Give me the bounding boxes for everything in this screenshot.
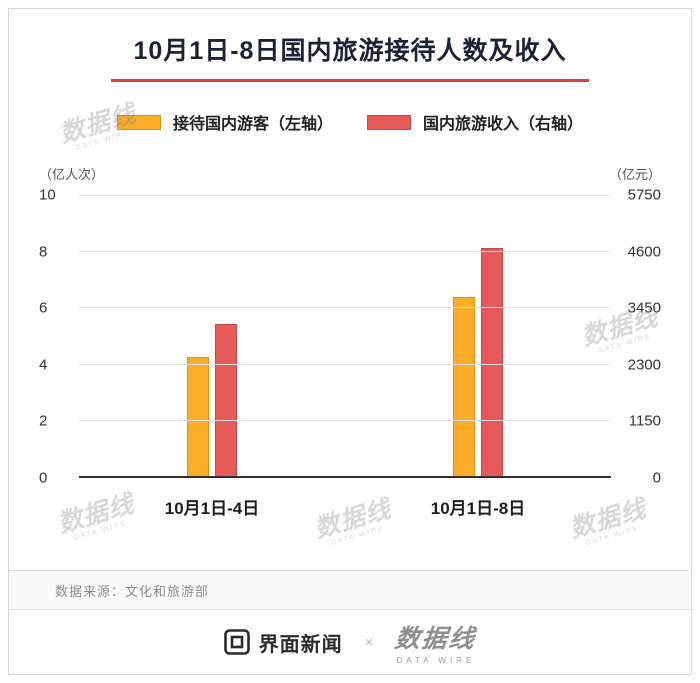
datawire-logo-subtext: DATA WIRE: [396, 656, 476, 665]
left-tick-label: 10: [39, 186, 56, 204]
left-axis-unit: （亿人次）: [39, 167, 105, 182]
gridline: [79, 195, 611, 196]
bar-revenue: [215, 323, 237, 476]
gridline: [79, 363, 611, 365]
legend: 接待国内游客（左轴） 国内旅游收入（右轴）: [9, 110, 691, 134]
right-tick-label: 3450: [627, 299, 661, 317]
plot-wrap: 10 8 6 4 2 0 5750 4600 3450 2300 1150 0: [39, 187, 661, 487]
legend-swatch-yellow: [116, 114, 161, 130]
bar-group: [187, 195, 237, 476]
right-tick-label: 5750: [627, 186, 661, 204]
datawire-logo-text: 数据线: [393, 625, 478, 653]
legend-item-visitors: 接待国内游客（左轴）: [116, 110, 333, 134]
chart: （亿人次） （亿元） 10 8 6 4 2 0 5750 4600 3450 2300 1150 0…: [39, 164, 661, 519]
jiemian-logo-text: 界面新闻: [258, 633, 343, 656]
footer: 界面新闻 × 数据线 DATA WIRE: [9, 610, 691, 674]
bar-visitors: [187, 356, 209, 476]
infographic-card: 10月1日-8日国内旅游接待人数及收入 接待国内游客（左轴） 国内旅游收入（右轴…: [8, 8, 692, 675]
category-label: 10月1日-4日: [164, 499, 260, 518]
source-row: 数据来源：文化和旅游部: [9, 570, 691, 610]
legend-label-revenue: 国内旅游收入（右轴）: [423, 116, 584, 133]
left-tick-label: 2: [39, 412, 48, 430]
right-axis-unit: （亿元）: [608, 167, 661, 182]
plot-area: [79, 195, 611, 478]
page-title: 10月1日-8日国内旅游接待人数及收入: [133, 37, 567, 65]
gridline: [79, 307, 611, 309]
axis-units: （亿人次） （亿元）: [39, 164, 661, 183]
spacer: [9, 519, 691, 570]
title-rule: [111, 79, 589, 82]
right-tick-label: 4600: [627, 243, 661, 261]
category-labels: 10月1日-4日 10月1日-8日: [79, 494, 611, 519]
left-tick-label: 6: [39, 299, 48, 317]
bar-group: [453, 195, 503, 476]
jiemian-logo: 界面新闻: [223, 628, 343, 657]
right-tick-label: 2300: [627, 356, 661, 374]
legend-swatch-red: [367, 114, 411, 130]
category-label: 10月1日-8日: [430, 499, 526, 518]
source-text: 数据来源：文化和旅游部: [55, 583, 210, 599]
jiemian-logo-icon: [223, 629, 250, 655]
left-axis-labels: 10 8 6 4 2 0: [39, 187, 73, 487]
separator-x: ×: [364, 633, 374, 651]
legend-item-revenue: 国内旅游收入（右轴）: [367, 110, 583, 134]
bars-row: [79, 195, 611, 476]
left-tick-label: 4: [39, 356, 48, 374]
legend-label-visitors: 接待国内游客（左轴）: [172, 116, 333, 133]
right-axis-labels: 5750 4600 3450 2300 1150 0: [617, 187, 661, 487]
right-tick-label: 1150: [628, 412, 661, 430]
left-tick-label: 8: [39, 243, 48, 261]
gridline: [79, 419, 611, 421]
bar-visitors: [453, 297, 475, 476]
right-tick-label: 0: [652, 469, 661, 487]
bar-revenue: [481, 247, 503, 476]
datawire-logo: 数据线 DATA WIRE: [393, 619, 478, 665]
gridline: [79, 251, 611, 253]
left-tick-label: 0: [39, 469, 48, 487]
